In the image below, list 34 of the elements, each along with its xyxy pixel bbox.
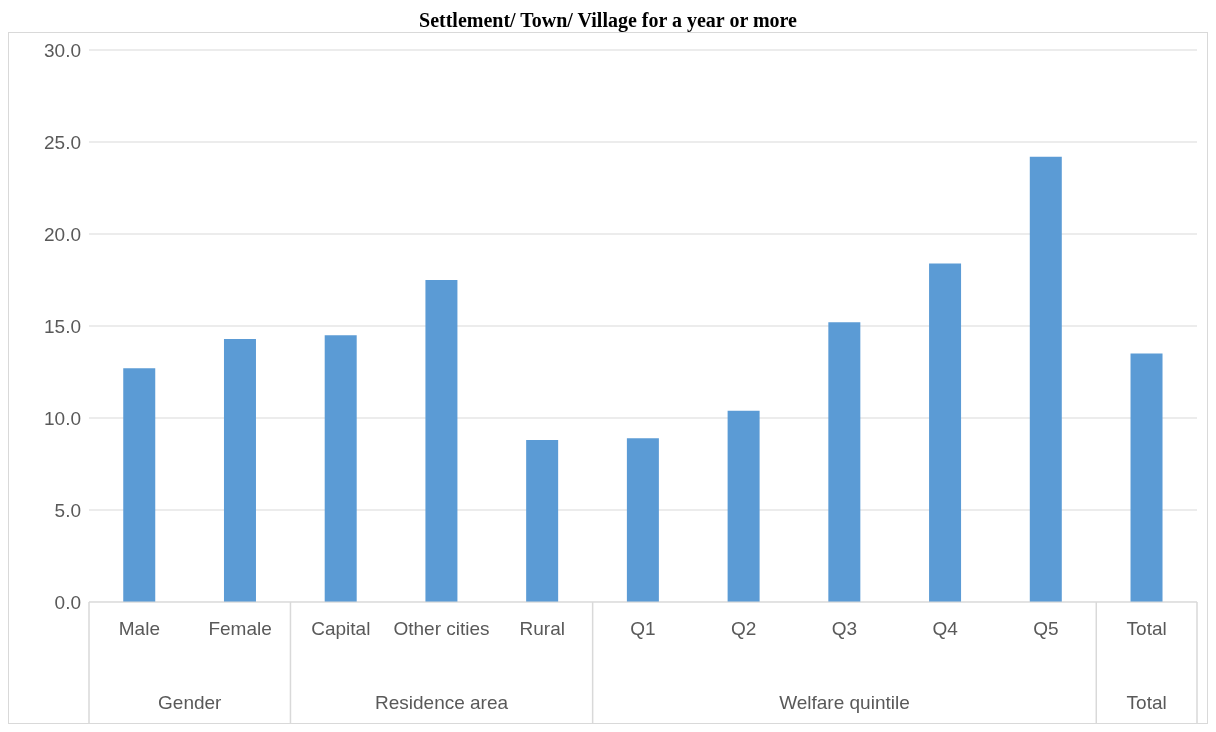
x-tick-label: Rural bbox=[519, 618, 565, 640]
y-tick-label: 5.0 bbox=[54, 499, 81, 521]
text: Gender bbox=[158, 692, 223, 713]
bar bbox=[1029, 156, 1062, 602]
x-tick-label: Other cities bbox=[393, 618, 490, 640]
x-tick-label: Total bbox=[1126, 618, 1167, 640]
x-tick-label: Q1 bbox=[630, 618, 656, 640]
x-tick-label: Capital bbox=[311, 618, 371, 640]
y-tick-label: 20.0 bbox=[44, 223, 81, 245]
bar bbox=[626, 438, 659, 602]
text: Total bbox=[1126, 692, 1167, 713]
bar bbox=[123, 368, 156, 602]
y-tick-label: 10.0 bbox=[44, 407, 81, 429]
y-tick-label: 0.0 bbox=[54, 591, 81, 613]
x-tick-label: Q5 bbox=[1033, 618, 1059, 640]
bar bbox=[223, 338, 256, 602]
bar bbox=[324, 335, 357, 602]
x-tick-label: Male bbox=[118, 618, 160, 640]
bar bbox=[425, 280, 458, 602]
x-tick-label: Female bbox=[208, 618, 272, 640]
x-tick-label: Q4 bbox=[932, 618, 959, 640]
text: Residence area bbox=[375, 692, 509, 713]
bar bbox=[929, 263, 962, 602]
bar bbox=[1130, 353, 1163, 602]
bar bbox=[727, 410, 760, 602]
x-tick-label: Q3 bbox=[831, 618, 858, 640]
bar bbox=[526, 440, 559, 602]
bar bbox=[828, 322, 861, 602]
text: Welfare quintile bbox=[779, 692, 910, 713]
chart-title: Settlement/ Town/ Village for a year or more bbox=[418, 8, 798, 32]
x-tick-label: Q2 bbox=[731, 618, 757, 640]
y-tick-label: 30.0 bbox=[44, 39, 81, 61]
y-tick-label: 15.0 bbox=[44, 315, 81, 337]
y-tick-label: 25.0 bbox=[44, 131, 81, 153]
